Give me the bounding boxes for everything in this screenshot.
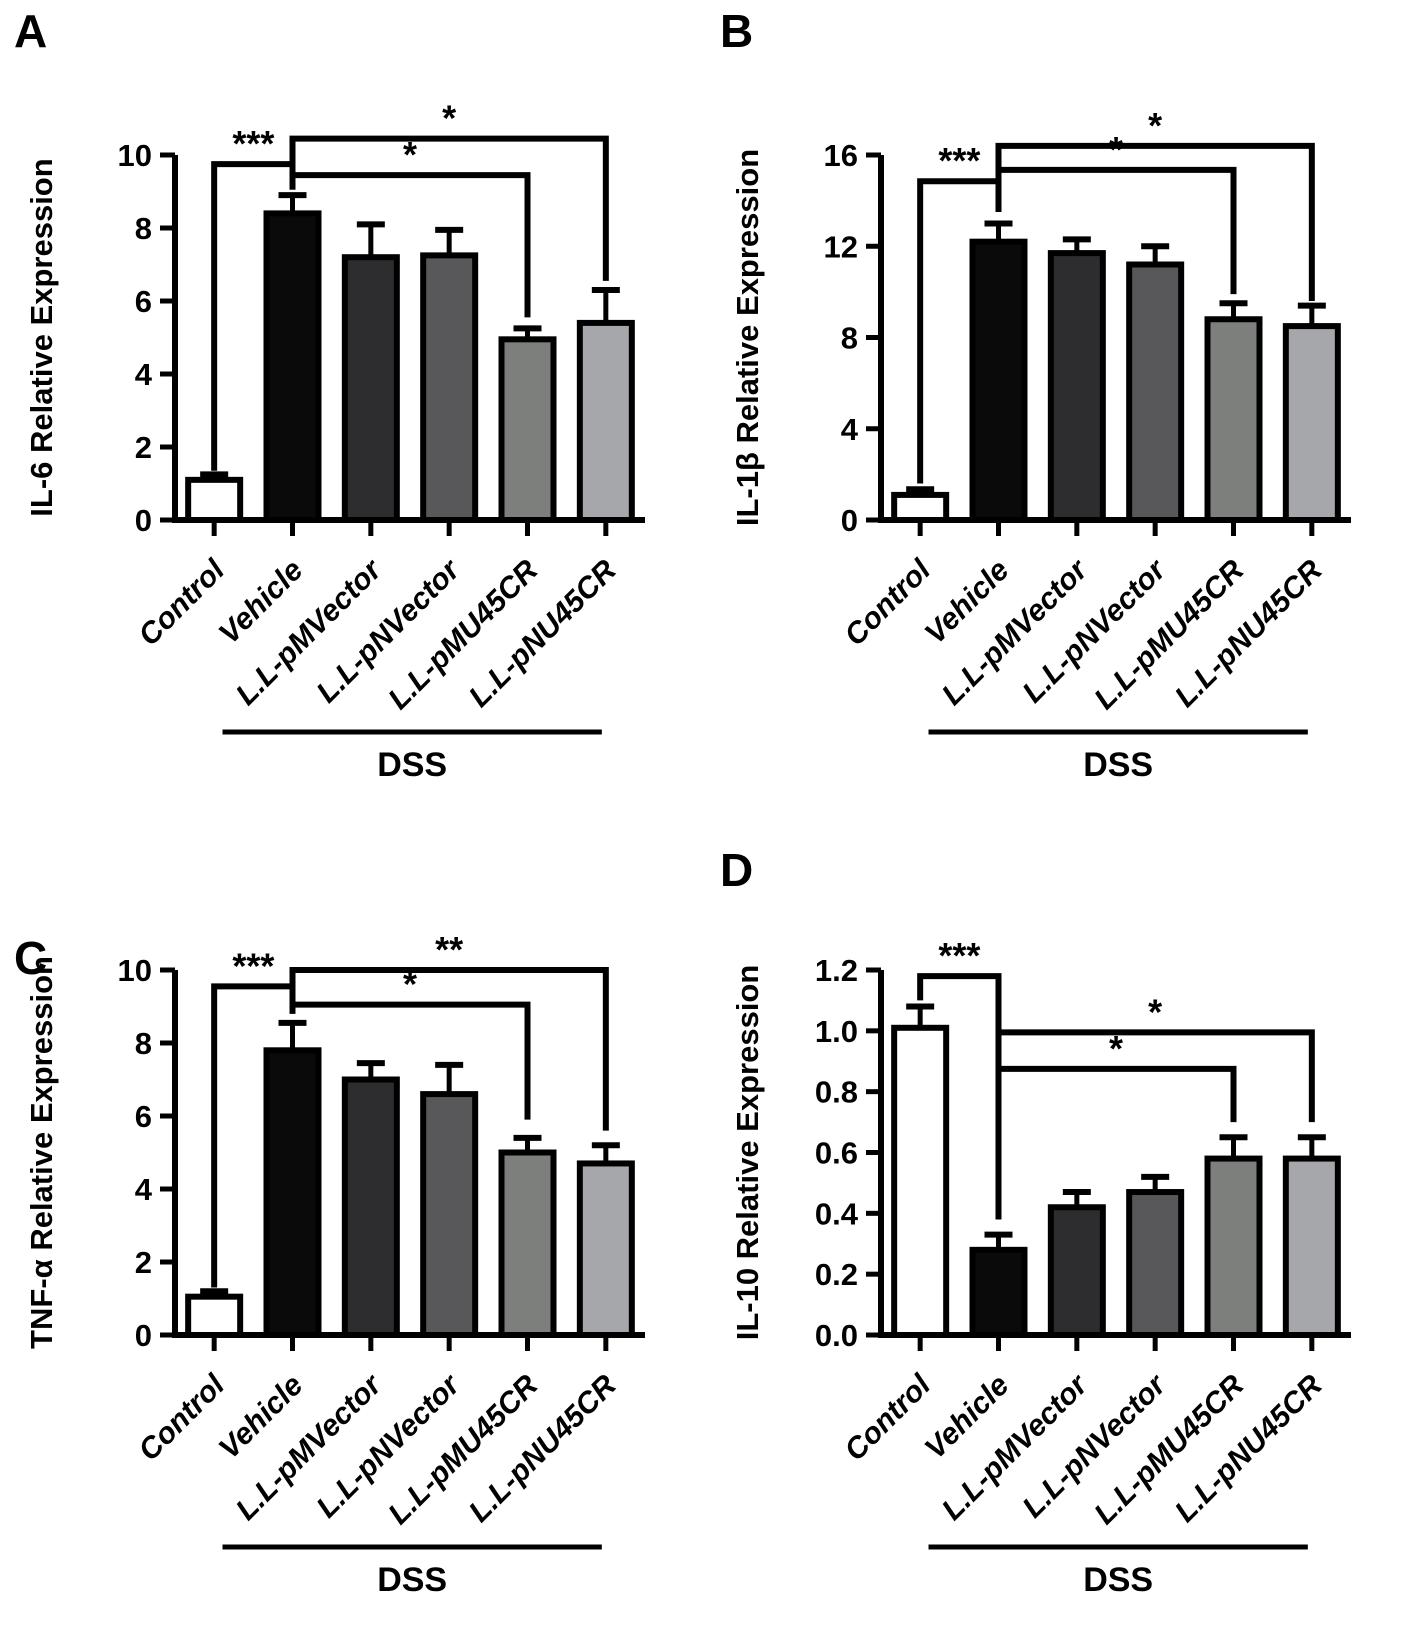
y-tick-label-4: 8 <box>135 1026 152 1061</box>
sig-bracket-2 <box>917 178 1002 484</box>
bar-L.L-pNVector <box>420 252 479 523</box>
x-tick-label-0: Control <box>132 553 231 652</box>
bar-L.L-pMU45CR <box>498 336 557 524</box>
bar-L.L-pMVector <box>341 1076 400 1338</box>
sig-label-0: * <box>442 98 456 139</box>
bar-L.L-pNVector <box>1126 1189 1185 1338</box>
group-label: DSS <box>1083 1561 1153 1599</box>
y-tick-label-5: 10 <box>118 138 152 173</box>
panel-letter-A: A <box>14 5 48 57</box>
y-axis-title: IL-6 Relative Expression <box>24 158 59 516</box>
panel-letter-B: B <box>720 5 754 57</box>
bar-Control <box>891 491 950 523</box>
sig-label-0: *** <box>938 935 980 976</box>
y-tick-label-2: 8 <box>841 321 858 356</box>
y-tick-label-2: 0.4 <box>815 1196 859 1231</box>
bar-L.L-pNU45CR <box>576 1160 635 1339</box>
bar-L.L-pNU45CR <box>576 319 635 523</box>
panel-A: A 0 2 4 6 8 10 IL-6 Relative Expression Control… <box>0 0 706 815</box>
y-tick-label-5: 10 <box>118 953 152 988</box>
y-tick-label-1: 2 <box>135 1245 152 1280</box>
sig-label-2: * <box>1109 1028 1123 1069</box>
sig-label-1: *** <box>232 123 274 164</box>
bar-L.L-pNU45CR <box>1282 1155 1341 1339</box>
bar-L.L-pNVector <box>1126 261 1185 523</box>
sig-bracket-2 <box>289 172 531 318</box>
y-tick-label-1: 2 <box>135 430 152 465</box>
sig-label-2: *** <box>938 140 980 181</box>
sig-label-1: *** <box>232 945 274 986</box>
y-tick-label-0: 0.0 <box>815 1318 858 1353</box>
sig-bracket-2 <box>995 1065 1237 1220</box>
sig-label-1: * <box>1148 991 1162 1032</box>
sig-bracket-1 <box>995 166 1237 295</box>
bar-Control <box>891 1024 950 1339</box>
sig-label-1: * <box>1109 129 1123 170</box>
y-tick-label-5: 1.0 <box>815 1014 858 1049</box>
group-label: DSS <box>377 1561 447 1599</box>
bar-L.L-pMVector <box>1047 1204 1106 1338</box>
y-tick-label-3: 6 <box>135 284 152 319</box>
y-tick-label-2: 4 <box>135 357 153 392</box>
bar-L.L-pMU45CR <box>498 1149 557 1338</box>
sig-bracket-2 <box>289 1001 531 1120</box>
y-tick-label-0: 0 <box>135 503 152 538</box>
bar-L.L-pMVector <box>341 254 400 523</box>
bar-L.L-pMVector <box>1047 250 1106 523</box>
x-tick-label-0: Control <box>838 1368 937 1467</box>
y-tick-label-0: 0 <box>841 503 858 538</box>
sig-bracket-1 <box>211 983 296 1288</box>
bar-L.L-pNU45CR <box>1282 323 1341 523</box>
panel-D: D 0.0 0.2 0.4 0.6 0.8 1.0 1.2 IL-10 Relative Ex… <box>706 815 1419 1631</box>
sig-bracket-0 <box>289 135 609 281</box>
y-tick-label-3: 6 <box>135 1099 152 1134</box>
sig-label-2: * <box>403 964 417 1005</box>
panel-letter-D: D <box>720 844 754 896</box>
group-label: DSS <box>1083 746 1153 784</box>
panel-C: C 0 2 4 6 8 10 TNF-α Relative Expression Contro… <box>0 815 706 1631</box>
y-tick-label-2: 4 <box>135 1172 153 1207</box>
il10-bar-chart: 0.0 0.2 0.4 0.6 0.8 1.0 1.2 IL-10 Relative Expr… <box>730 935 1351 1599</box>
bar-Control <box>185 476 244 524</box>
bar-Vehicle <box>969 238 1028 523</box>
sig-bracket-0 <box>289 967 609 1131</box>
y-tick-label-6: 1.2 <box>815 953 858 988</box>
y-tick-label-4: 8 <box>135 211 152 246</box>
y-tick-label-0: 0 <box>135 1318 152 1353</box>
y-tick-label-1: 0.2 <box>815 1257 858 1292</box>
bar-L.L-pMU45CR <box>1204 1155 1263 1339</box>
panel-B: B 0 4 8 12 16 IL-1β Relative Expression Contro… <box>706 0 1419 815</box>
sig-label-0: * <box>1148 105 1162 146</box>
y-axis-title: TNF-α Relative Expression <box>24 956 59 1349</box>
y-axis-title: IL-1β Relative Expression <box>730 149 765 526</box>
sig-label-0: ** <box>435 929 463 970</box>
bar-Vehicle <box>263 1047 322 1339</box>
x-tick-label-0: Control <box>838 553 937 652</box>
group-label: DSS <box>377 746 447 784</box>
y-tick-label-4: 0.8 <box>815 1075 858 1110</box>
y-tick-label-3: 0.6 <box>815 1136 858 1171</box>
bar-L.L-pMU45CR <box>1204 316 1263 523</box>
x-tick-label-0: Control <box>132 1368 231 1467</box>
sig-bracket-0 <box>995 142 1315 301</box>
bar-Vehicle <box>263 210 322 523</box>
bar-L.L-pNVector <box>420 1091 479 1338</box>
y-tick-label-4: 16 <box>824 138 858 173</box>
bar-Vehicle <box>969 1246 1028 1339</box>
y-tick-label-3: 12 <box>824 229 858 264</box>
y-tick-label-1: 4 <box>841 412 859 447</box>
sig-label-2: * <box>403 134 417 175</box>
bar-Control <box>185 1293 244 1338</box>
panel-letter-C: C <box>14 932 48 984</box>
y-axis-title: IL-10 Relative Expression <box>730 965 765 1341</box>
